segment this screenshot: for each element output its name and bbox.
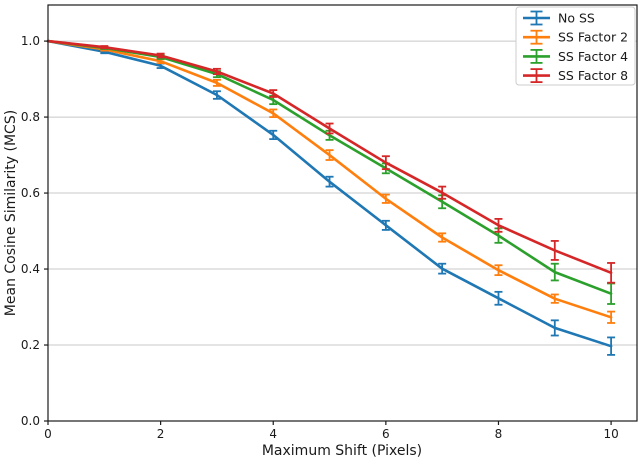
legend-label: SS Factor 2	[558, 30, 628, 45]
legend-label: SS Factor 8	[558, 68, 628, 83]
x-tick-label: 10	[603, 427, 618, 441]
y-tick-label: 0.4	[21, 262, 40, 276]
gridlines	[48, 40, 637, 422]
y-tick-label: 1.0	[21, 34, 40, 48]
y-tick-label: 0.2	[21, 338, 40, 352]
y-tick-label: 0.0	[21, 414, 40, 428]
x-tick-label: 2	[157, 427, 165, 441]
y-tick-label: 0.8	[21, 110, 40, 124]
x-tick-label: 8	[495, 427, 503, 441]
legend-entry-ss-factor-8: SS Factor 8	[523, 68, 628, 83]
y-axis-label: Mean Cosine Similarity (MCS)	[3, 110, 19, 316]
legend: No SS SS Factor 2 SS Factor 4 SS Factor 8	[515, 6, 636, 86]
series-no-ss	[46, 39, 616, 356]
legend-label: No SS	[558, 11, 595, 26]
legend-entry-ss-factor-4: SS Factor 4	[523, 49, 628, 64]
series-line	[46, 39, 613, 319]
series-ss-factor-8	[46, 39, 616, 284]
legend-label: SS Factor 4	[558, 49, 628, 64]
axes: 0 2 4 6 8 10 0.0 0.2 0.4 0.6 0.8 1.0	[21, 4, 638, 441]
legend-entry-no-ss: No SS	[523, 11, 595, 26]
data-series	[46, 39, 616, 356]
x-tick-label: 6	[382, 427, 390, 441]
legend-box	[515, 6, 636, 86]
plot-border	[47, 4, 638, 422]
y-tick-label: 0.6	[21, 186, 40, 200]
x-tick-label: 4	[269, 427, 277, 441]
x-tick-label: 0	[44, 427, 52, 441]
series-line	[46, 39, 613, 275]
x-axis-label: Maximum Shift (Pixels)	[262, 443, 422, 459]
series-line	[46, 39, 613, 348]
legend-entry-ss-factor-2: SS Factor 2	[523, 30, 628, 45]
